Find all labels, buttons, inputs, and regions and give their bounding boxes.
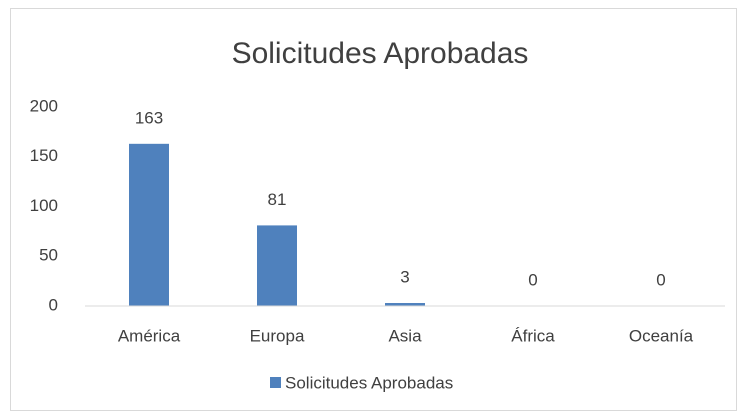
y-tick-label: 100	[30, 196, 58, 215]
data-label: 0	[656, 270, 665, 289]
y-tick-label: 150	[30, 146, 58, 165]
bar	[385, 303, 425, 306]
data-label: 3	[400, 267, 409, 286]
data-label: 0	[528, 270, 537, 289]
y-tick-label: 50	[39, 246, 58, 265]
legend-swatch	[270, 377, 281, 388]
x-tick-label: Asia	[388, 326, 422, 345]
x-tick-label: América	[118, 326, 181, 345]
x-tick-label: Europa	[250, 326, 305, 345]
legend-label: Solicitudes Aprobadas	[285, 373, 453, 392]
bar	[129, 143, 169, 306]
data-label: 163	[135, 108, 163, 127]
y-tick-label: 0	[49, 295, 58, 314]
y-tick-label: 200	[30, 96, 58, 115]
chart-title: Solicitudes Aprobadas	[232, 37, 529, 70]
x-tick-label: Oceanía	[629, 326, 694, 345]
bar	[257, 225, 297, 306]
x-tick-label: África	[511, 326, 555, 345]
data-label: 81	[268, 190, 287, 209]
